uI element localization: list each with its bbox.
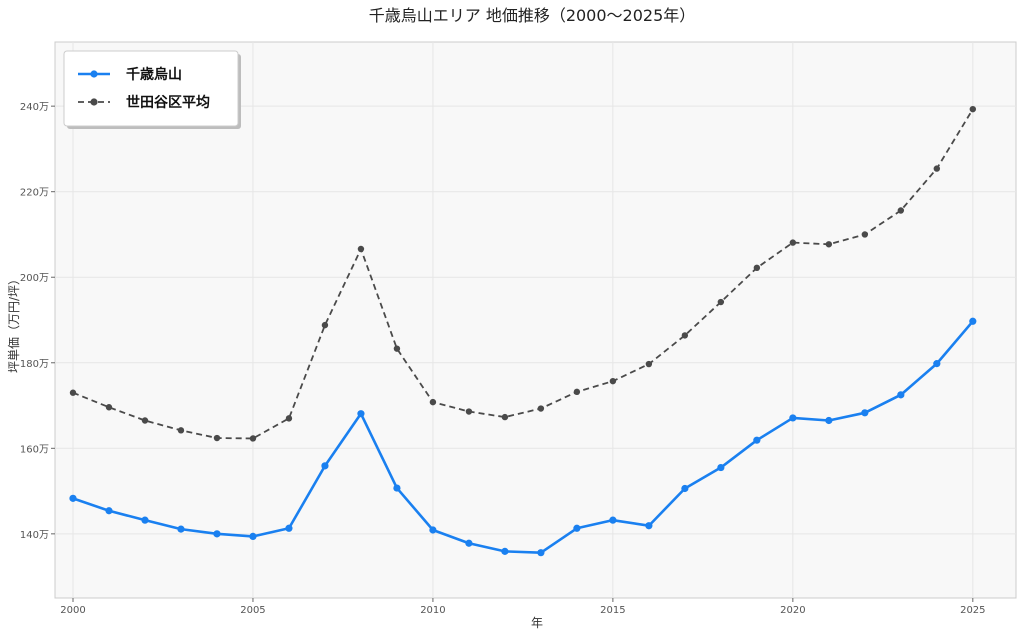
data-point bbox=[357, 410, 365, 418]
y-tick-label: 200万 bbox=[20, 273, 49, 284]
data-point bbox=[177, 427, 185, 434]
y-tick-label: 140万 bbox=[20, 530, 49, 541]
data-point bbox=[933, 165, 941, 172]
data-point bbox=[897, 207, 905, 214]
legend-label-1: 千歳烏山 bbox=[126, 66, 182, 83]
data-point bbox=[681, 484, 689, 493]
x-tick-label: 2025 bbox=[960, 605, 985, 616]
grid bbox=[55, 42, 1016, 598]
data-point bbox=[285, 415, 293, 422]
data-point bbox=[825, 241, 833, 248]
y-tick-label: 160万 bbox=[20, 444, 49, 455]
data-point bbox=[69, 494, 77, 502]
data-point bbox=[537, 405, 545, 412]
series-line-1 bbox=[72, 320, 974, 554]
data-point bbox=[213, 530, 221, 538]
x-axis-label: 年 bbox=[531, 616, 543, 630]
legend-box bbox=[63, 50, 239, 127]
y-tick-label: 240万 bbox=[20, 102, 49, 113]
x-tick-label: 2015 bbox=[600, 605, 625, 616]
data-point bbox=[573, 524, 581, 532]
legend-marker-2 bbox=[90, 98, 98, 106]
data-point bbox=[681, 332, 689, 339]
data-point bbox=[753, 436, 761, 444]
axes: 2000 2005 2010 2015 2020 2025 140万 160万 180万 200万… bbox=[20, 102, 986, 616]
chart-title: 千歳烏山エリア 地価推移（2000～2025年） bbox=[369, 6, 696, 25]
data-point bbox=[213, 434, 221, 442]
legend-label-2: 世田谷区平均 bbox=[126, 94, 210, 111]
data-point bbox=[105, 507, 113, 515]
data-point bbox=[249, 532, 257, 541]
y-tick-label: 220万 bbox=[20, 188, 49, 199]
data-point bbox=[321, 321, 329, 329]
data-point bbox=[429, 398, 437, 406]
data-point bbox=[321, 462, 329, 470]
data-point bbox=[69, 389, 77, 396]
x-tick-label: 2005 bbox=[240, 605, 265, 616]
data-point bbox=[897, 391, 905, 399]
data-point bbox=[609, 516, 617, 524]
data-point bbox=[429, 526, 437, 534]
data-point bbox=[249, 435, 257, 442]
data-point bbox=[825, 416, 833, 425]
data-point bbox=[789, 239, 797, 246]
data-point bbox=[573, 388, 581, 396]
data-point bbox=[357, 245, 365, 253]
series-group bbox=[69, 105, 977, 557]
data-point bbox=[753, 264, 761, 272]
data-point bbox=[645, 360, 653, 368]
data-point bbox=[969, 105, 977, 113]
data-point bbox=[465, 408, 473, 415]
data-point bbox=[285, 524, 293, 532]
data-point bbox=[501, 547, 509, 555]
data-point bbox=[465, 539, 473, 547]
data-point bbox=[789, 414, 797, 422]
plot-area bbox=[54, 41, 1017, 599]
data-point bbox=[645, 522, 653, 530]
x-tick-label: 2010 bbox=[420, 605, 445, 616]
data-point bbox=[609, 377, 617, 385]
data-point bbox=[969, 317, 977, 325]
data-point bbox=[105, 404, 113, 411]
data-point bbox=[141, 417, 149, 424]
data-point bbox=[537, 549, 545, 557]
data-point bbox=[933, 360, 941, 368]
series-line-2 bbox=[72, 108, 974, 440]
data-point bbox=[177, 525, 185, 533]
y-axis-label: 坪単価（万円/坪） bbox=[7, 273, 21, 373]
data-point bbox=[861, 409, 869, 417]
legend-marker-1 bbox=[90, 70, 98, 78]
x-tick-label: 2020 bbox=[780, 605, 805, 616]
data-point bbox=[393, 484, 401, 492]
data-point bbox=[717, 463, 725, 472]
data-point bbox=[393, 345, 401, 352]
data-point bbox=[861, 231, 869, 238]
x-tick-label: 2000 bbox=[60, 605, 85, 616]
data-point bbox=[717, 298, 725, 306]
data-point bbox=[501, 413, 509, 421]
y-tick-label: 180万 bbox=[20, 359, 49, 370]
data-point bbox=[141, 516, 149, 524]
